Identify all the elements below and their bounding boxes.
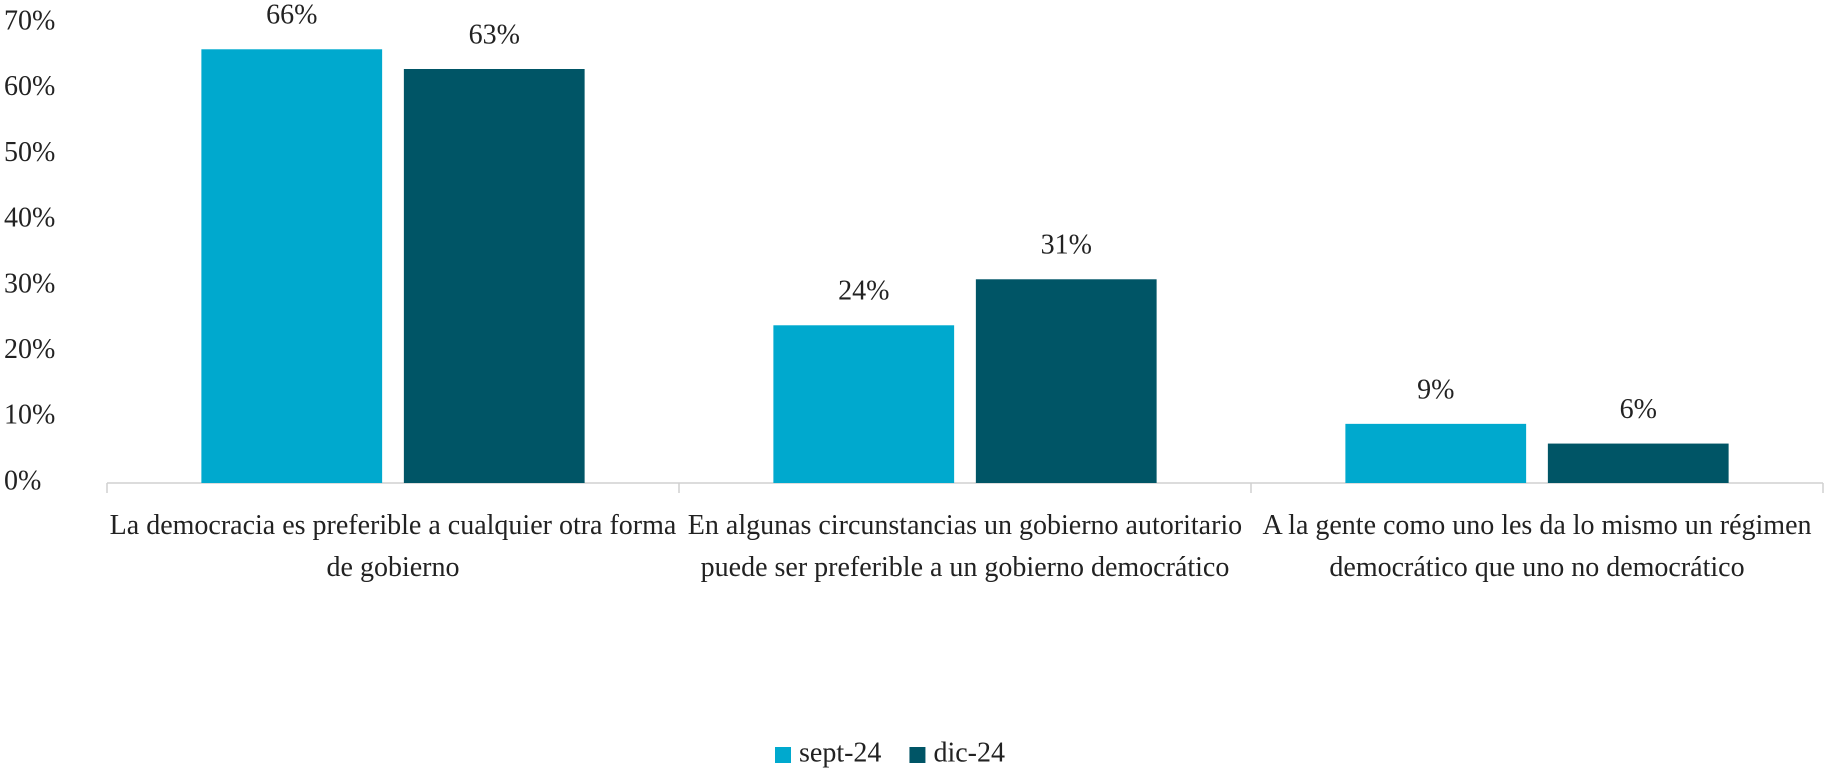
data-label: 9% <box>1417 374 1454 405</box>
x-tick-label-box: La democracia es preferible a cualquier … <box>109 510 677 583</box>
y-tick-label: 10% <box>4 400 55 431</box>
bar <box>773 325 955 483</box>
bar <box>403 69 585 483</box>
y-tick-label: 30% <box>4 268 55 299</box>
bar <box>975 279 1157 483</box>
y-tick-label: 70% <box>4 5 55 36</box>
data-label: 63% <box>469 19 520 50</box>
x-tick-label-box: En algunas circunstancias un gobierno au… <box>687 510 1243 583</box>
legend-label: sept-24 <box>799 737 881 768</box>
x-tick-label: La democracia es preferible a cualquier … <box>109 510 677 583</box>
data-label: 31% <box>1041 230 1092 261</box>
y-tick-label: 60% <box>4 71 55 102</box>
legend-label: dic-24 <box>933 737 1005 768</box>
y-tick-label: 20% <box>4 334 55 365</box>
bar <box>1547 443 1729 483</box>
data-label: 6% <box>1620 394 1657 425</box>
x-tick-label: A la gente como uno les da lo mismo un r… <box>1262 510 1812 583</box>
data-label: 24% <box>838 276 889 307</box>
data-label: 66% <box>266 0 317 31</box>
bar <box>1345 423 1527 483</box>
y-tick-label: 0% <box>4 465 41 496</box>
legend-swatch <box>775 747 791 763</box>
y-tick-label: 50% <box>4 137 55 168</box>
x-tick-label-box: A la gente como uno les da lo mismo un r… <box>1262 510 1812 583</box>
bar <box>201 49 383 484</box>
x-tick-label: En algunas circunstancias un gobierno au… <box>687 510 1243 583</box>
legend-swatch <box>909 747 926 763</box>
y-tick-label: 40% <box>4 203 55 234</box>
